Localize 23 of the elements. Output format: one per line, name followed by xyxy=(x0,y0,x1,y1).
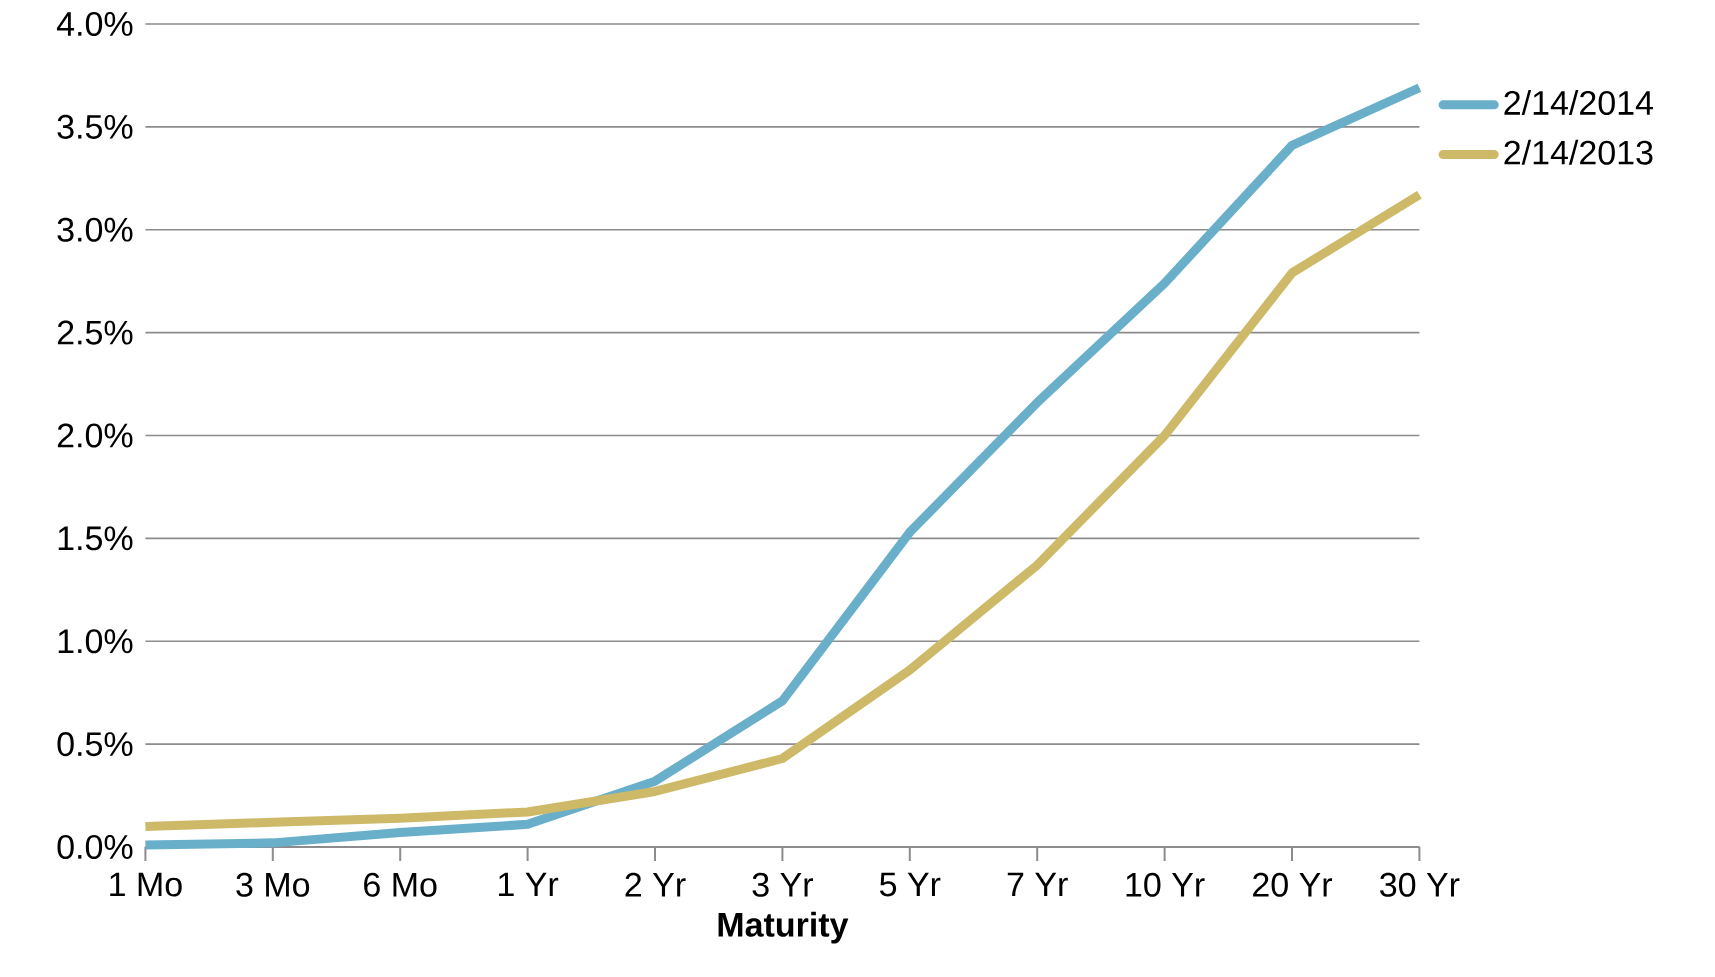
x-tick-label: 3 Yr xyxy=(752,872,813,897)
legend-label: 2/14/2014 xyxy=(1504,90,1653,115)
x-tick-label: 30 Yr xyxy=(1380,872,1460,897)
x-tick-label: 1 Yr xyxy=(499,872,559,897)
x-tick-label: 7 Yr xyxy=(1007,872,1068,897)
y-tick-label: 2.0% xyxy=(57,423,133,448)
y-tick-label: 4.0% xyxy=(56,11,133,37)
x-tick-label: 3 Mo xyxy=(236,872,310,897)
x-tick-label: 1 Mo xyxy=(110,872,182,897)
y-tick-label: 3.5% xyxy=(57,114,133,139)
x-tick-label: 6 Mo xyxy=(364,872,437,897)
x-axis-title: Maturity xyxy=(718,911,849,944)
legend-label: 2/14/2013 xyxy=(1504,139,1653,165)
y-tick-label: 0.0% xyxy=(57,834,133,860)
y-tick-label: 3.0% xyxy=(57,217,133,242)
y-tick-label: 1.5% xyxy=(58,526,133,551)
y-tick-label: 1.0% xyxy=(58,629,133,654)
y-tick-label: 0.5% xyxy=(57,732,133,757)
x-tick-label: 10 Yr xyxy=(1126,872,1205,897)
y-tick-label: 2.5% xyxy=(57,320,133,345)
x-tick-label: 5 Yr xyxy=(879,872,941,897)
x-tick-label: 2 Yr xyxy=(625,872,686,897)
x-tick-label: 20 Yr xyxy=(1253,872,1333,897)
